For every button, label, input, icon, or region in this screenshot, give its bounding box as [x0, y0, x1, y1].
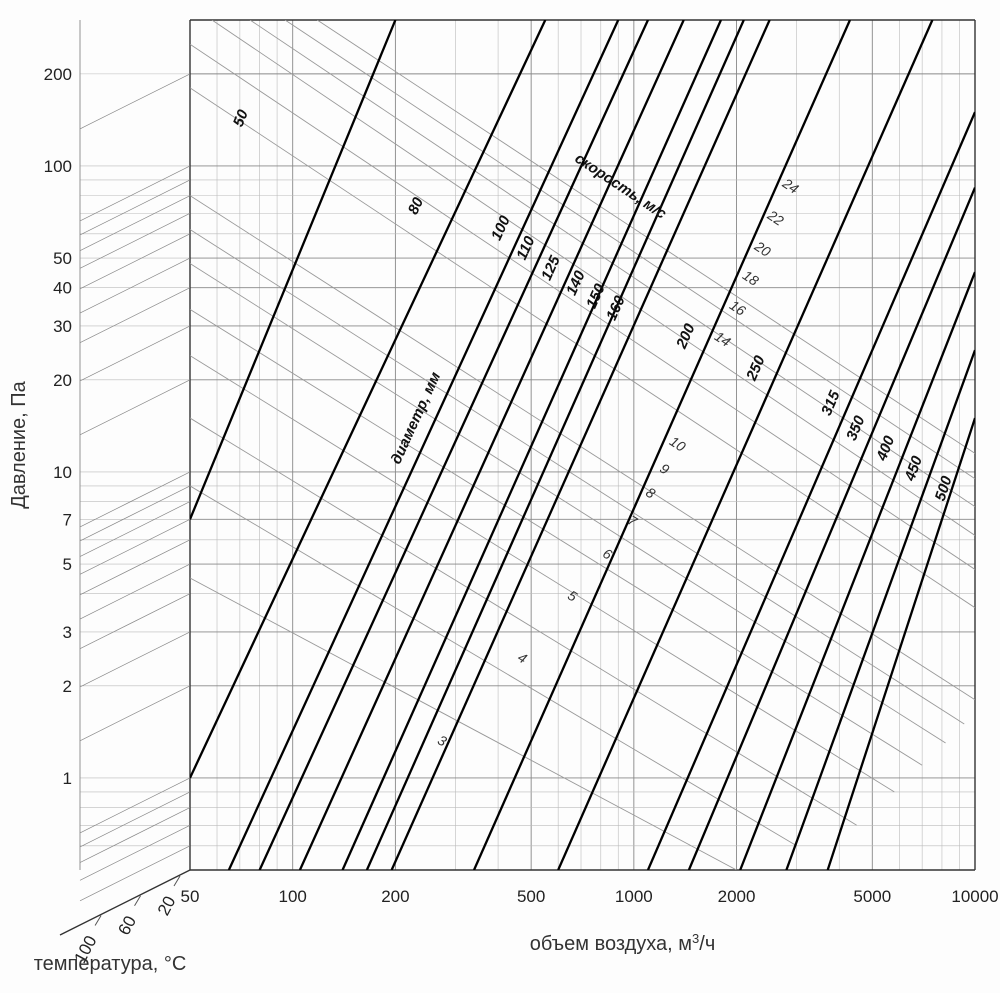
y-tick-label: 3	[63, 623, 72, 642]
chart-bg	[0, 0, 1000, 993]
x-tick-label: 50	[181, 887, 200, 906]
y-tick-label: 1	[63, 769, 72, 788]
nomograph-chart: 50 100 200 500 1000 2000 5000 10000 1 2 3 5 7 10 20 30 4…	[0, 0, 1000, 993]
y-tick-label: 100	[44, 157, 72, 176]
y-axis-title: Давление, Па	[8, 380, 30, 508]
chart-svg: 50 100 200 500 1000 2000 5000 10000 1 2 3 5 7 10 20 30 4…	[0, 0, 1000, 993]
temp-axis-title: температура, °С	[34, 953, 187, 975]
y-tick-label: 40	[53, 279, 72, 298]
y-tick-label: 10	[53, 463, 72, 482]
x-tick-label: 10000	[951, 887, 998, 906]
y-tick-label: 200	[44, 65, 72, 84]
y-tick-label: 20	[53, 371, 72, 390]
x-tick-label: 1000	[615, 887, 653, 906]
x-tick-label: 500	[517, 887, 545, 906]
y-tick-label: 7	[63, 510, 72, 529]
x-tick-label: 5000	[853, 887, 891, 906]
x-tick-label: 100	[279, 887, 307, 906]
x-tick-label: 200	[381, 887, 409, 906]
x-tick-label: 2000	[718, 887, 756, 906]
y-tick-label: 50	[53, 249, 72, 268]
y-tick-label: 5	[63, 555, 72, 574]
y-tick-label: 2	[63, 677, 72, 696]
x-axis-title: объем воздуха, м3/ч	[530, 931, 716, 956]
y-tick-label: 30	[53, 317, 72, 336]
